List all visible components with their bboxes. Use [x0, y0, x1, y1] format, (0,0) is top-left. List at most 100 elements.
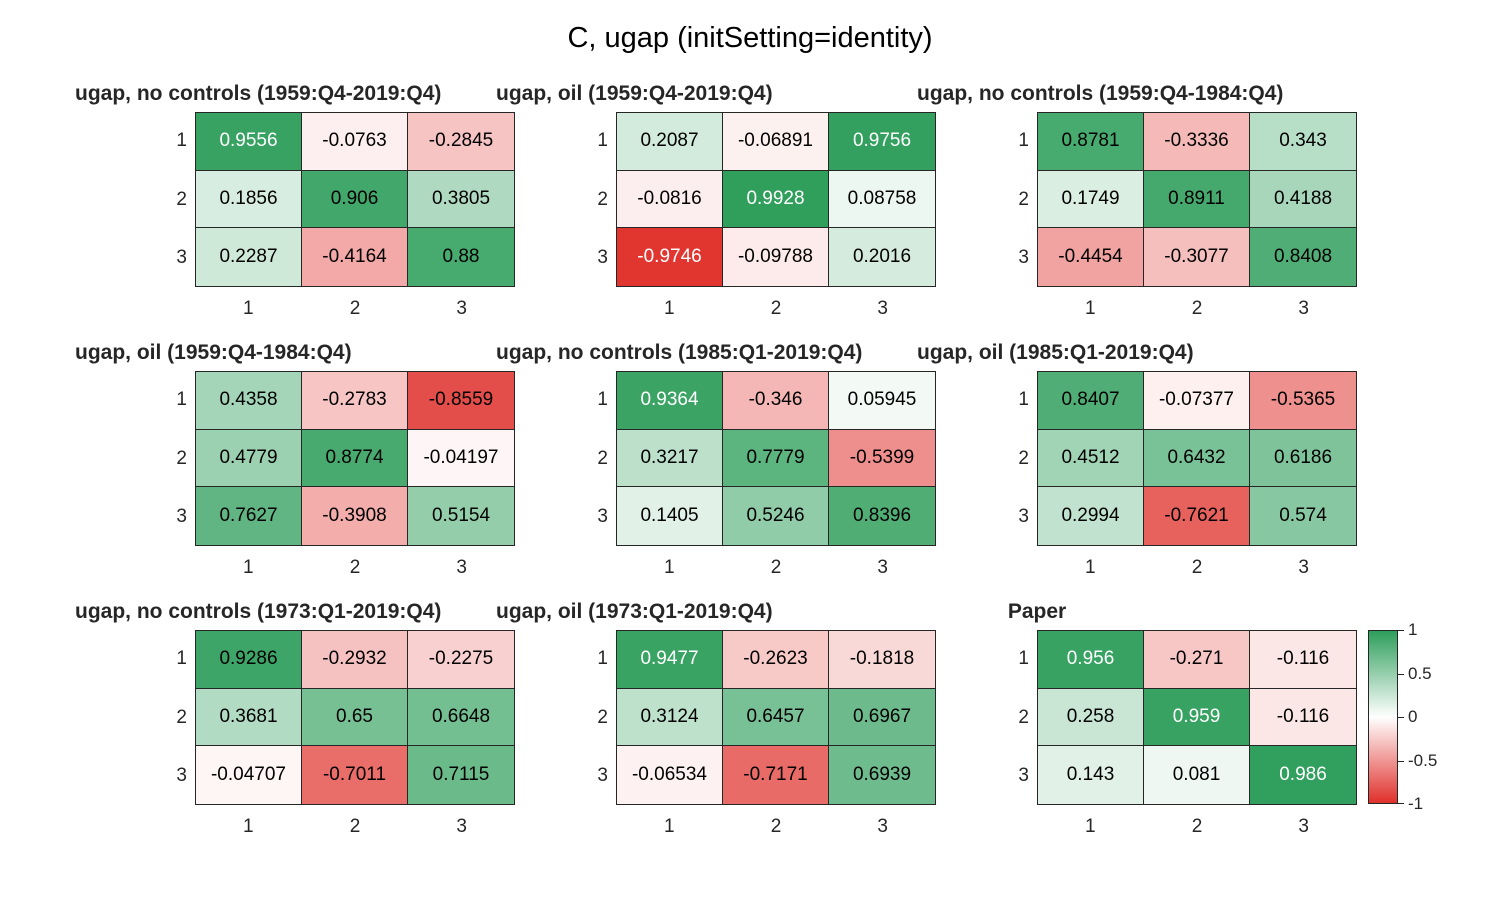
- heatmap-cell: 0.258: [1038, 688, 1144, 747]
- row-tick-label: 2: [597, 188, 608, 210]
- col-tick-label: 3: [456, 298, 467, 319]
- figure-title: C, ugap (initSetting=identity): [567, 22, 933, 54]
- row-tick-label: 1: [597, 130, 608, 152]
- col-tick-label: 1: [1085, 557, 1096, 578]
- panel-title: ugap, no controls (1973:Q1-2019:Q4): [75, 600, 442, 623]
- col-tick-label: 3: [877, 816, 888, 837]
- heatmap-cell: -0.1818: [829, 631, 935, 689]
- heatmap-cell: 0.6186: [1250, 429, 1356, 488]
- heatmap-cell: -0.2783: [302, 372, 408, 430]
- heatmap-cell: -0.06891: [723, 113, 829, 171]
- heatmap-cell: 0.5246: [723, 487, 829, 545]
- heatmap-cell: 0.9928: [723, 170, 829, 229]
- row-tick-label: 3: [176, 764, 187, 786]
- col-tick-label: 2: [1191, 816, 1203, 837]
- col-tick-label: 2: [770, 557, 782, 578]
- row-tick-label: 1: [597, 648, 608, 670]
- heatmap-cell: 0.2994: [1038, 487, 1144, 545]
- heatmap-cell: 0.8408: [1250, 228, 1356, 286]
- heatmap-cell: 0.2016: [829, 228, 935, 286]
- heatmap-cell: -0.7621: [1144, 487, 1250, 545]
- col-tick-label: 2: [770, 816, 782, 837]
- row-tick-label: 1: [176, 389, 187, 411]
- heatmap-cell: 0.2287: [196, 228, 302, 286]
- row-tick-label: 2: [176, 706, 187, 728]
- heatmap-cell: 0.5154: [408, 487, 514, 545]
- heatmap-cell: 0.9756: [829, 113, 935, 171]
- heatmap-cell: 0.3124: [617, 688, 723, 747]
- heatmap-cell: -0.7171: [723, 746, 829, 804]
- heatmap-cell: 0.4188: [1250, 170, 1356, 229]
- row-tick-label: 2: [597, 447, 608, 469]
- row-tick-label: 2: [1018, 447, 1029, 469]
- colorbar-tick: [1398, 630, 1404, 631]
- heatmap-grid: 0.8781 -0.3336 0.343 0.1749 0.8911 0.4188 -0.4…: [1037, 112, 1357, 287]
- heatmap-cell: -0.271: [1144, 631, 1250, 689]
- heatmap-cell: 0.906: [302, 170, 408, 229]
- heatmap-cell: 0.959: [1144, 688, 1250, 747]
- heatmap-cell: 0.8774: [302, 429, 408, 488]
- panel-title: ugap, oil (1959:Q4-1984:Q4): [75, 341, 352, 364]
- colorbar-tick-label: -0.5: [1408, 750, 1438, 770]
- heatmap-cell: 0.3217: [617, 429, 723, 488]
- col-tick-label: 2: [1191, 557, 1203, 578]
- colorbar-tick: [1398, 760, 1404, 762]
- heatmap-cell: -0.4454: [1038, 228, 1144, 286]
- heatmap-cell: -0.07377: [1144, 372, 1250, 430]
- col-tick-label: 1: [1085, 298, 1096, 319]
- row-tick-label: 2: [1018, 188, 1029, 210]
- panel-title: ugap, no controls (1959:Q4-1984:Q4): [917, 82, 1284, 105]
- heatmap-cell: -0.2932: [302, 631, 408, 689]
- heatmap-cell: -0.06534: [617, 746, 723, 804]
- heatmap-cell: 0.8781: [1038, 113, 1144, 171]
- heatmap-cell: 0.9286: [196, 631, 302, 689]
- panel-title: ugap, oil (1973:Q1-2019:Q4): [496, 600, 773, 623]
- row-tick-label: 2: [176, 447, 187, 469]
- heatmap-cell: 0.65: [302, 688, 408, 747]
- col-tick-label: 2: [770, 298, 782, 319]
- col-tick-label: 3: [1298, 298, 1309, 319]
- row-tick-label: 3: [1018, 764, 1029, 786]
- heatmap-cell: 0.343: [1250, 113, 1356, 171]
- colorbar-tick: [1398, 673, 1404, 675]
- colorbar-tick-label: -1: [1408, 794, 1424, 813]
- heatmap-cell: 0.4779: [196, 429, 302, 488]
- heatmap-cell: 0.7115: [408, 746, 514, 804]
- col-tick-label: 3: [456, 557, 467, 578]
- heatmap-cell: 0.6967: [829, 688, 935, 747]
- col-tick-label: 3: [1298, 816, 1309, 837]
- heatmap-grid: 0.4358 -0.2783 -0.8559 0.4779 0.8774 -0.04197…: [195, 371, 515, 546]
- row-tick-label: 1: [1018, 389, 1029, 411]
- heatmap-grid: 0.9556 -0.0763 -0.2845 0.1856 0.906 0.3805 0.2…: [195, 112, 515, 287]
- heatmap-cell: -0.04707: [196, 746, 302, 804]
- row-tick-label: 3: [597, 764, 608, 786]
- heatmap-cell: 0.08758: [829, 170, 935, 229]
- heatmap-cell: 0.3681: [196, 688, 302, 747]
- row-tick-label: 3: [176, 505, 187, 527]
- col-tick-label: 3: [877, 298, 888, 319]
- heatmap-cell: -0.116: [1250, 688, 1356, 747]
- col-tick-label: 1: [1085, 816, 1096, 837]
- heatmap-cell: 0.6648: [408, 688, 514, 747]
- col-tick-label: 1: [664, 298, 675, 319]
- col-tick-label: 2: [349, 557, 361, 578]
- heatmap-cell: 0.4512: [1038, 429, 1144, 488]
- col-tick-label: 1: [664, 816, 675, 837]
- col-tick-label: 3: [877, 557, 888, 578]
- heatmap-cell: -0.9746: [617, 228, 723, 286]
- heatmap-grid: 0.2087 -0.06891 0.9756 -0.0816 0.9928 0.08758…: [616, 112, 936, 287]
- col-tick-label: 3: [456, 816, 467, 837]
- col-tick-label: 2: [349, 816, 361, 837]
- panel-title: ugap, no controls (1985:Q1-2019:Q4): [496, 341, 863, 364]
- heatmap-cell: -0.3908: [302, 487, 408, 545]
- row-tick-label: 2: [597, 706, 608, 728]
- heatmap-cell: 0.6432: [1144, 429, 1250, 488]
- heatmap-cell: -0.3077: [1144, 228, 1250, 286]
- heatmap-cell: -0.2623: [723, 631, 829, 689]
- col-tick-label: 1: [243, 557, 254, 578]
- row-tick-label: 3: [1018, 246, 1029, 268]
- heatmap-cell: -0.5365: [1250, 372, 1356, 430]
- panel-title: ugap, oil (1985:Q1-2019:Q4): [917, 341, 1194, 364]
- colorbar: [1368, 630, 1398, 804]
- heatmap-cell: 0.1405: [617, 487, 723, 545]
